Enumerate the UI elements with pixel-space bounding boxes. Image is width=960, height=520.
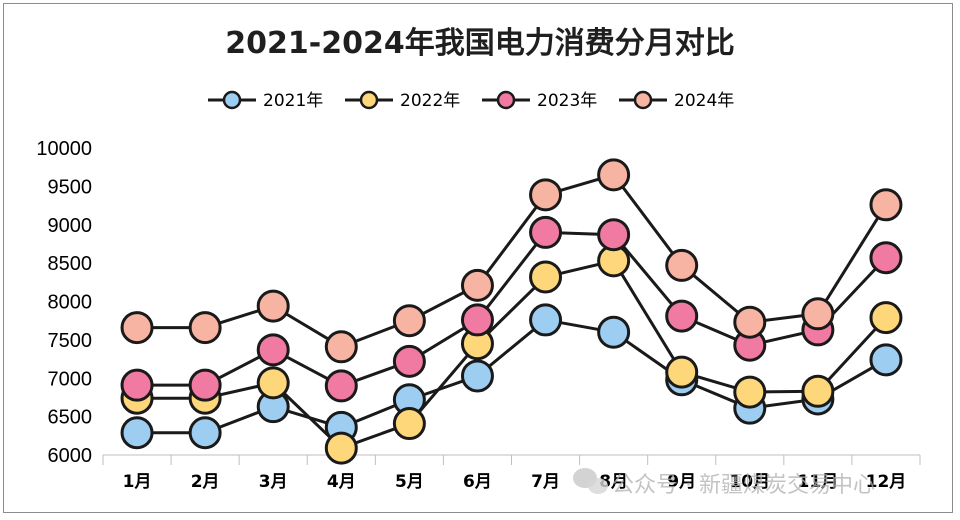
- data-point: [869, 188, 903, 222]
- data-point: [392, 344, 426, 378]
- x-tick-label: 2月: [191, 472, 220, 492]
- data-point: [869, 241, 903, 275]
- x-tick-label: 11月: [798, 472, 839, 492]
- x-tick-label: 12月: [866, 472, 907, 492]
- x-tick-label: 10月: [729, 472, 770, 492]
- x-tick-label: 3月: [259, 472, 288, 492]
- x-tick-label: 1月: [123, 472, 152, 492]
- data-point: [256, 366, 290, 400]
- data-point: [120, 311, 154, 345]
- data-point: [597, 315, 631, 349]
- data-point: [733, 305, 767, 339]
- data-point: [801, 374, 835, 408]
- data-point: [529, 215, 563, 249]
- data-point: [324, 431, 358, 465]
- series-lines: [120, 158, 903, 465]
- data-point: [188, 416, 222, 450]
- data-point: [529, 260, 563, 294]
- data-point: [665, 248, 699, 282]
- series-line-4: [137, 173, 888, 349]
- data-point: [460, 359, 494, 393]
- y-tick-label: 10000: [36, 138, 92, 160]
- series-line-1: [137, 318, 887, 435]
- data-point: [256, 333, 290, 367]
- legend-marker: [496, 90, 516, 110]
- data-point: [801, 297, 835, 331]
- legend-label: 2021年: [263, 91, 323, 111]
- data-point: [733, 375, 767, 409]
- data-point: [256, 289, 290, 323]
- y-tick-label: 8500: [48, 253, 93, 275]
- legend-label: 2022年: [400, 91, 460, 111]
- data-point: [460, 268, 494, 302]
- x-tick-label: 5月: [395, 472, 424, 492]
- watermark: 公众号 · 新疆煤炭交易中心: [573, 468, 875, 498]
- legend-marker: [633, 90, 653, 110]
- data-point: [460, 303, 494, 337]
- x-tick-label: 9月: [667, 472, 696, 492]
- data-point: [665, 299, 699, 333]
- data-point: [324, 330, 358, 364]
- y-tick-label: 6500: [48, 407, 93, 429]
- y-tick-label: 9000: [48, 215, 93, 237]
- data-point: [869, 301, 903, 335]
- legend-marker: [359, 90, 379, 110]
- chart-frame: [3, 3, 953, 513]
- y-tick-label: 9500: [48, 176, 93, 198]
- axes: 6000 6500 7000 7500 8000 8500 9000 9500 10000 1月 2…: [36, 138, 921, 492]
- series-line-2: [137, 259, 888, 450]
- y-tick-label: 6000: [48, 445, 93, 467]
- data-point: [392, 407, 426, 441]
- y-tick-label: 8000: [48, 292, 93, 314]
- data-point: [665, 355, 699, 389]
- data-point: [188, 368, 222, 402]
- data-point: [529, 303, 563, 337]
- legend-label: 2023年: [537, 91, 597, 111]
- data-point: [392, 304, 426, 338]
- data-point: [597, 218, 631, 252]
- legend-marker: [222, 90, 242, 110]
- legend: 2021年 2022年 2023年 2024年: [208, 90, 734, 111]
- data-point: [597, 158, 631, 192]
- x-tick-label: 4月: [327, 472, 356, 492]
- watermark-text: 公众号 · 新疆煤炭交易中心: [612, 473, 875, 498]
- y-tick-label: 7000: [48, 368, 93, 390]
- y-tick-label: 7500: [48, 330, 93, 352]
- data-point: [869, 343, 903, 377]
- data-point: [120, 368, 154, 402]
- data-point: [188, 311, 222, 345]
- data-point: [324, 369, 358, 403]
- legend-label: 2024年: [674, 91, 734, 111]
- chart-title: 2021-2024年我国电力消费分月对比: [225, 26, 735, 61]
- data-point: [529, 178, 563, 212]
- x-tick-label: 7月: [531, 472, 560, 492]
- wechat-icon: [573, 468, 608, 494]
- x-tick-label: 6月: [463, 472, 492, 492]
- data-point: [120, 416, 154, 450]
